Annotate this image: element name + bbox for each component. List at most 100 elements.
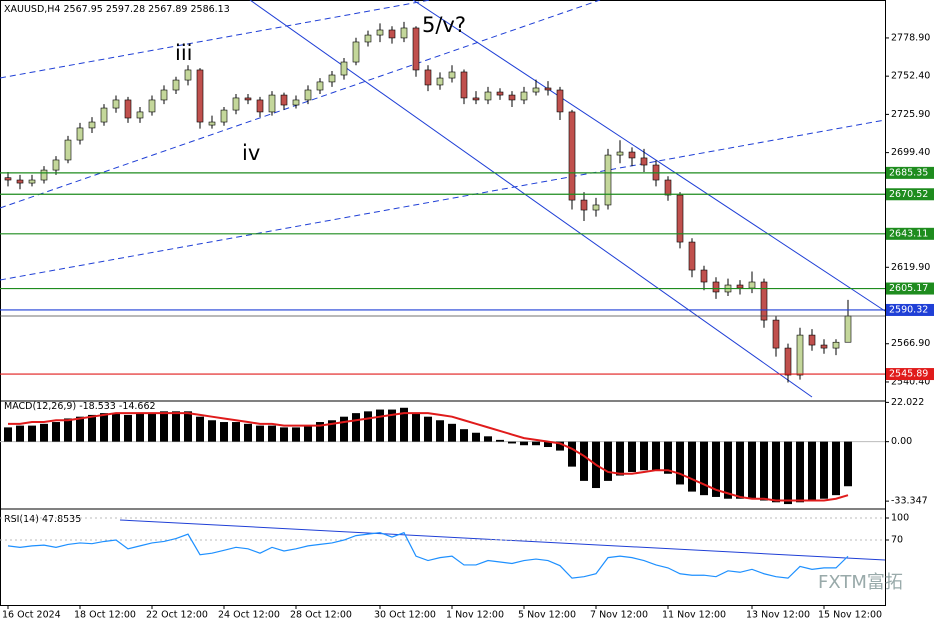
candle-body — [112, 99, 120, 109]
candle-body — [604, 154, 612, 206]
candle-body — [220, 109, 228, 123]
y-tick-label: 0.00 — [891, 436, 912, 447]
watermark: FXTM富拓 — [818, 572, 903, 593]
macd-bar — [28, 425, 36, 442]
y-tick-label: 2540.40 — [891, 376, 930, 387]
x-tick-label: 16 Oct 2024 — [2, 610, 61, 621]
macd-name: MACD(12,26,9) — [4, 401, 76, 412]
macd-bar — [472, 432, 480, 442]
macd-bar — [352, 413, 360, 442]
y-tick-label: 2699.40 — [891, 147, 930, 158]
candle-body — [448, 71, 456, 79]
candle-body — [196, 69, 204, 123]
candle-body — [520, 91, 528, 101]
rsi-line — [7, 531, 849, 579]
low: 2567.89 — [148, 4, 187, 15]
candle-body — [232, 97, 240, 111]
candle-body — [76, 127, 84, 141]
candle-body — [736, 284, 744, 289]
macd-bar — [844, 441, 852, 487]
candle-body — [748, 281, 756, 289]
macd-label: MACD(12,26,9) -18.533 -14.662 — [4, 401, 156, 412]
candle-body — [52, 159, 60, 171]
macd-bar — [16, 425, 24, 442]
level-tag — [886, 282, 934, 295]
y-tick-label: 2752.40 — [891, 71, 930, 82]
level-tag-label: 2590.32 — [889, 304, 928, 315]
macd-bar — [640, 441, 648, 471]
macd-bar — [256, 425, 264, 442]
macd-bar — [772, 441, 780, 503]
candle-body — [4, 177, 12, 181]
macd-bar — [232, 422, 240, 442]
candle-body — [508, 94, 516, 101]
candle-body — [616, 151, 624, 156]
candle-body — [808, 334, 816, 346]
signal-line — [8, 412, 849, 502]
macd-bar — [820, 441, 828, 499]
candle-body — [568, 111, 576, 201]
wave-label: iii — [175, 41, 193, 65]
level-tag — [886, 166, 934, 179]
macd-bar — [88, 414, 96, 442]
macd-bar — [100, 413, 108, 442]
candle-body — [592, 204, 600, 211]
macd-bar — [196, 416, 204, 442]
candle-body — [160, 89, 168, 101]
macd-value: -18.533 — [79, 401, 116, 412]
x-tick-label: 15 Nov 12:00 — [818, 610, 882, 621]
macd-bar — [364, 411, 372, 442]
candle-body — [688, 241, 696, 271]
x-tick-label: 22 Oct 12:00 — [146, 610, 208, 621]
candle-body — [832, 341, 840, 349]
x-tick-label: 7 Nov 12:00 — [590, 610, 648, 621]
macd-bar — [4, 427, 12, 442]
candle-body — [628, 151, 636, 159]
x-tick-label: 1 Nov 12:00 — [446, 610, 504, 621]
candle-body — [328, 74, 336, 83]
macd-bar — [568, 441, 576, 467]
macd-bar — [172, 411, 180, 442]
macd-bar — [220, 422, 228, 442]
macd-bar — [460, 429, 468, 442]
macd-bar — [616, 441, 624, 476]
level-tag — [886, 303, 934, 316]
macd-bar — [808, 441, 816, 501]
candle-body — [124, 99, 132, 119]
candle-body — [244, 97, 252, 101]
candle-body — [16, 179, 24, 184]
y-tick-label: 100 — [891, 512, 909, 523]
candle-body — [580, 199, 588, 211]
macd-bar — [160, 411, 168, 442]
candle-body — [436, 77, 444, 86]
channel-line — [412, 0, 886, 312]
macd-bar — [652, 441, 660, 471]
x-tick-label: 18 Oct 12:00 — [74, 610, 136, 621]
rsi-trend-line — [119, 519, 886, 561]
x-tick-label: 30 Oct 12:00 — [374, 610, 436, 621]
open: 2567.95 — [64, 4, 103, 15]
y-tick-label: 2778.90 — [891, 32, 930, 43]
macd-bar — [760, 441, 768, 501]
wave-label: 5/v? — [422, 13, 466, 37]
macd-bar — [664, 441, 672, 474]
macd-bar — [340, 416, 348, 442]
candle-body — [352, 41, 360, 63]
macd-bar — [148, 413, 156, 442]
candle-body — [532, 87, 540, 93]
candle-body — [496, 91, 504, 96]
macd-bar — [76, 416, 84, 442]
macd-bar — [520, 441, 528, 446]
level-tag — [886, 368, 934, 381]
candle-body — [280, 94, 288, 106]
level-tag — [886, 227, 934, 240]
macd-bar — [544, 441, 552, 448]
y-tick-label: 2619.90 — [891, 262, 930, 273]
candle-body — [460, 71, 468, 99]
macd-bar — [436, 420, 444, 442]
macd-bar — [124, 414, 132, 442]
candle-body — [256, 99, 264, 113]
macd-bar — [724, 441, 732, 499]
symbol: XAUUSD,H4 — [4, 4, 60, 15]
